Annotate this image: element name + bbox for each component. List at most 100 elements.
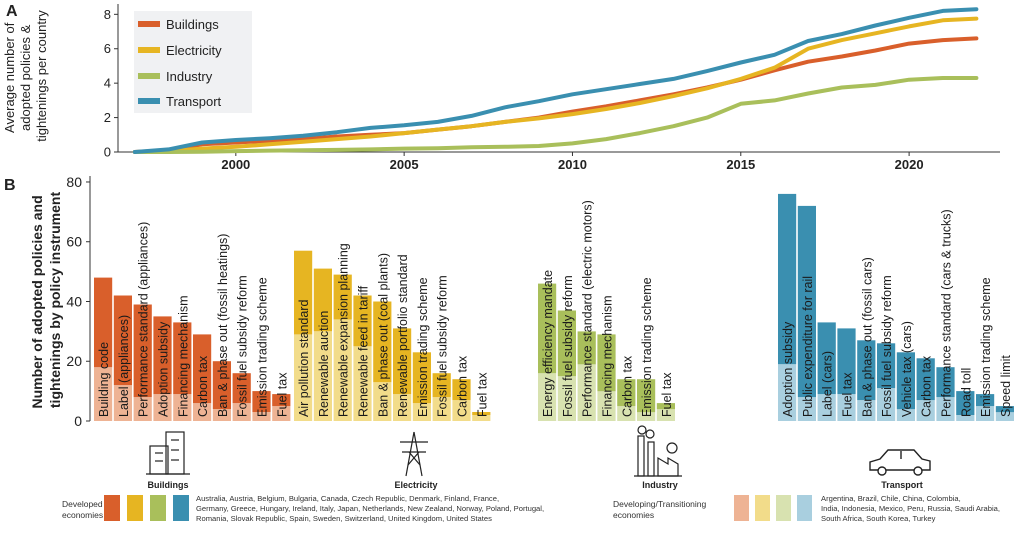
panel-b-y-tick-label: 80 [66,174,82,190]
bar-label-buildings-building-code: Building code [97,342,111,417]
bar-developed-electricity-renewable-feed-in-tariff [353,295,372,347]
bar-developed-industry-carbon-tax [617,379,636,407]
bar-label-industry-carbon-tax: Carbon tax [620,355,634,417]
panel-a-x-tick-label: 2000 [221,157,250,172]
bar-developed-transport-vehicle-tax-cars [896,352,915,410]
bar-label-electricity-carbon-tax: Carbon tax [456,355,470,417]
bar-developed-transport-ban-phase-out-fossil-cars [857,340,876,401]
sector-label-electricity: Electricity [394,480,437,490]
panel-b-label: B [4,177,16,194]
legend-developed-label: Developed [62,499,103,509]
bar-developed-transport-public-expenditure-for-rail [797,205,816,398]
panel-b-economies-legend: Developed economies Australia, Austria, … [62,494,1000,523]
bar-developing-industry-carbon-tax [617,406,636,421]
series-line-electricity [132,16,979,154]
bar-developing-electricity-air-pollution-standard [294,334,313,421]
legend-developed-swatch-transport [173,495,189,521]
bar-developing-buildings-financing-mechanism [173,394,192,421]
bar-developing-transport-road-toll [956,415,975,421]
legend-developing-label-2: economies [613,510,654,520]
bar-label-industry-energy-efficiency-mandate: Energy efficiency mandate [541,270,555,417]
bar-developing-transport-vehicle-tax-cars [896,409,915,421]
bar-developed-industry-financing-mechanism [597,334,616,392]
panel-b-bars [94,193,1014,421]
bar-developed-electricity-fossil-fuel-subsidy-reform [432,373,451,398]
bar-label-transport-fossil-fuel-subsidy-reform: Fossil fuel subsidy reform [880,275,894,417]
legend-developed-label-2: economies [62,510,103,520]
bar-developed-electricity-renewable-expansion-planning [333,274,352,320]
panel-b-y-tick-label: 40 [66,293,82,309]
bar-label-industry-fuel-tax: Fuel tax [660,372,674,417]
factory-icon-smoke [645,429,655,439]
factory-icon-smoke [637,425,647,435]
panel-b-y-axis-title-line-2: tightenings by policy instrument [47,192,63,409]
panel-b-y-axis-title: Number of adopted policies and tightenin… [29,191,63,408]
bar-label-buildings-label-appliances: Label (appliances) [117,315,131,417]
legend-label-electricity: Electricity [166,43,222,58]
bar-developed-industry-fuel-tax [656,403,675,410]
bar-label-electricity-fossil-fuel-subsidy-reform: Fossil fuel subsidy reform [436,275,450,417]
bar-developing-buildings-fossil-fuel-subsidy-reform [232,403,251,421]
bar-label-industry-emission-trading-scheme: Emission trading scheme [640,277,654,417]
bar-label-buildings-financing-mechanism: Financing mechanism [176,295,190,417]
car-icon-wheel [877,466,887,476]
legend-developed-swatch-electricity [127,495,143,521]
legend-developed-countries-line-3: Romania, Slovak Republic, Spain, Sweden,… [196,514,492,523]
bar-label-industry-financing-mechanism: Financing mechanism [601,295,615,417]
pylon-icon-brace [407,451,420,466]
bar-developed-buildings-financing-mechanism [173,322,192,395]
panel-a-y-axis-title-line-3: tightenings per country [34,10,49,142]
bar-developed-electricity-renewable-auction [313,268,332,332]
bar-developed-electricity-fuel-tax [472,412,491,415]
bar-developing-buildings-adoption-subsidy [153,394,172,421]
electricity-pylon-icon [400,431,428,477]
bar-developing-electricity-renewable-feed-in-tariff [353,346,372,421]
car-icon-body [869,449,931,471]
bar-developed-buildings-carbon-tax [193,334,212,404]
bar-developed-industry-emission-trading-scheme [637,379,656,413]
legend-developing-swatch-electricity [755,495,770,521]
bar-developing-industry-financing-mechanism [597,391,616,421]
bar-developing-transport-public-expenditure-for-rail [797,397,816,421]
panel-a-y-tick-label: 4 [104,76,111,91]
bar-label-buildings-adoption-subsidy: Adoption subsidy [157,321,171,417]
legend-developing-swatch-buildings [734,495,749,521]
legend-developing-countries-line-3: South Africa, South Korea, Turkey [821,514,936,523]
car-icon-wheel [913,466,923,476]
bar-developed-industry-fossil-fuel-subsidy-reform [557,310,576,377]
panel-a-x-tick-label: 2010 [558,157,587,172]
bar-label-transport-vehicle-tax-cars: Vehicle tax (cars) [900,321,914,417]
bar-developing-electricity-renewable-portfolio-standard [393,394,412,421]
bar-developed-transport-performance-standard-cars-trucks [936,367,955,398]
bar-label-transport-road-toll: Road toll [959,368,973,417]
bar-developed-transport-label-cars [817,322,836,395]
bar-developing-buildings-carbon-tax [193,403,212,421]
bar-developing-transport-fuel-tax [837,394,856,421]
bar-label-buildings-emission-trading-scheme: Emission trading scheme [256,277,270,417]
bar-developing-transport-ban-phase-out-fossil-cars [857,400,876,421]
legend-developed-countries-line-1: Australia, Austria, Belgium, Bulgaria, C… [196,494,499,503]
bar-developed-buildings-performance-standard-appliances [133,304,152,398]
bar-label-electricity-emission-trading-scheme: Emission trading scheme [416,277,430,417]
panel-a-legend-background [134,11,252,113]
bar-label-electricity-renewable-auction: Renewable auction [317,311,331,417]
sector-label-buildings: Buildings [148,480,189,490]
bar-developed-industry-performance-standard-electric-motors [577,331,596,365]
bar-label-buildings-ban-phase-out-fossil-heatings: Ban & phase out (fossil heatings) [216,234,230,417]
bar-label-electricity-renewable-expansion-planning: Renewable expansion planning [337,243,351,417]
bar-developed-electricity-air-pollution-standard [294,250,313,335]
bar-developed-buildings-building-code [94,277,113,368]
bar-developed-transport-carbon-tax [916,358,935,401]
bar-developing-transport-speed-limit [995,412,1014,421]
bar-developed-transport-adoption-subsidy [778,193,797,365]
bar-label-electricity-renewable-feed-in-tariff: Renewable feed in tariff [357,285,371,417]
bar-label-buildings-carbon-tax: Carbon tax [196,355,210,417]
bar-label-transport-performance-standard-cars-trucks: Performance standard (cars & trucks) [940,209,954,417]
panel-a-axes: 0 2 4 6 8 2000 2005 2010 2015 2020 [104,4,1000,172]
bar-developing-transport-fossil-fuel-subsidy-reform [877,388,896,421]
bar-label-electricity-air-pollution-standard: Air pollution standard [297,300,311,417]
series-line-industry [132,76,979,154]
pylon-icon-brace [408,451,421,466]
legend-developed-swatch-industry [150,495,166,521]
bar-label-transport-label-cars: Label (cars) [821,351,835,417]
